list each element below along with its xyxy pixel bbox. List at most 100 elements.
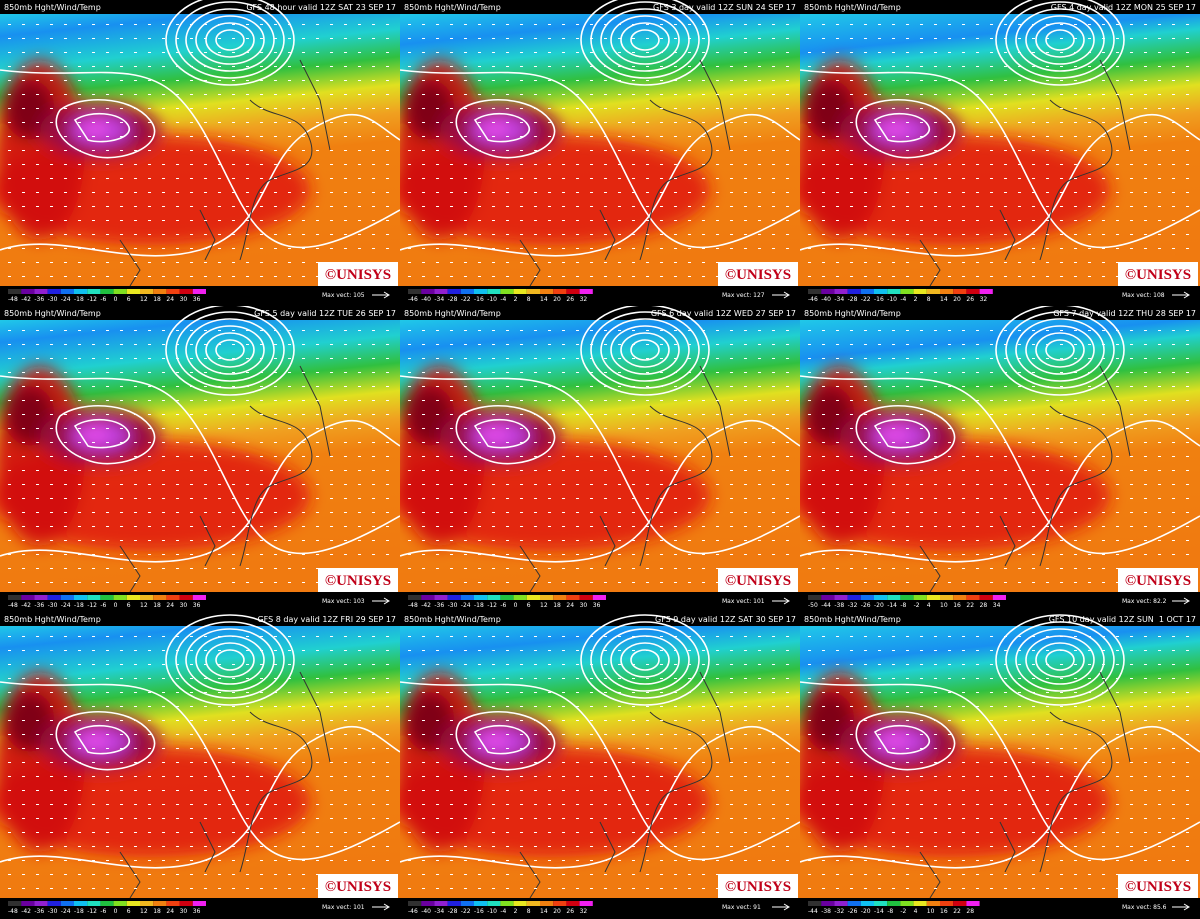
wind-arrow xyxy=(1088,526,1091,527)
wind-arrow xyxy=(1074,220,1077,221)
wind-arrow xyxy=(878,276,881,277)
wind-arrow xyxy=(478,262,481,263)
wind-arrow xyxy=(120,470,123,471)
wind-arrow xyxy=(548,790,551,791)
colorbar-label: 8 xyxy=(527,908,531,915)
wind-arrow xyxy=(288,108,291,109)
wind-arrow xyxy=(976,498,979,499)
wind-arrow xyxy=(64,692,67,693)
wind-arrow xyxy=(534,234,537,235)
wind-arrow xyxy=(506,24,509,25)
wind-arrow xyxy=(534,484,537,485)
wind-arrow xyxy=(478,80,481,81)
wind-arrow xyxy=(822,358,825,359)
wind-arrow xyxy=(190,498,193,499)
wind-arrow xyxy=(260,220,263,221)
wind-arrow xyxy=(50,52,53,53)
wind-arrow xyxy=(120,874,123,875)
wind-arrow xyxy=(260,400,263,401)
wind-arrow xyxy=(190,38,193,39)
wind-arrow xyxy=(134,262,137,263)
wind-arrow xyxy=(892,220,895,221)
wind-arrow xyxy=(330,234,333,235)
wind-arrow xyxy=(822,650,825,651)
wind-arrow xyxy=(618,526,621,527)
wind-arrow xyxy=(506,692,509,693)
wind-arrow xyxy=(590,568,593,569)
wind-arrow xyxy=(422,330,425,331)
wind-arrow xyxy=(1032,206,1035,207)
wind-arrow xyxy=(1018,372,1021,373)
wind-arrow xyxy=(344,164,347,165)
wind-arrow xyxy=(758,748,761,749)
wind-arrow xyxy=(134,888,137,889)
wind-arrow xyxy=(534,24,537,25)
wind-arrow xyxy=(408,164,411,165)
wind-arrow xyxy=(232,720,235,721)
wind-arrow xyxy=(246,720,249,721)
wind-arrow xyxy=(8,790,11,791)
wind-arrow xyxy=(288,38,291,39)
wind-arrow xyxy=(464,748,467,749)
wind-arrow xyxy=(772,358,775,359)
wind-arrow xyxy=(772,664,775,665)
wind-arrow xyxy=(36,94,39,95)
wind-arrow xyxy=(576,664,579,665)
wind-arrow xyxy=(134,734,137,735)
wind-arrow xyxy=(604,790,607,791)
wind-arrow xyxy=(520,206,523,207)
wind-arrow xyxy=(260,526,263,527)
wind-arrow xyxy=(162,498,165,499)
wind-arrow xyxy=(534,456,537,457)
wind-arrow xyxy=(246,456,249,457)
wind-arrow xyxy=(702,650,705,651)
wind-arrow xyxy=(1172,164,1175,165)
wind-arrow xyxy=(506,776,509,777)
wind-arrow xyxy=(8,220,11,221)
wind-arrow xyxy=(316,206,319,207)
wind-arrow xyxy=(218,846,221,847)
wind-arrow xyxy=(436,860,439,861)
colorbar-swatch xyxy=(60,289,74,294)
wind-arrow xyxy=(436,192,439,193)
wind-arrow xyxy=(386,832,389,833)
wind-arrow xyxy=(1102,344,1105,345)
wind-arrow xyxy=(976,80,979,81)
wind-arrow xyxy=(892,276,895,277)
wind-arrow xyxy=(358,164,361,165)
wind-arrow xyxy=(218,206,221,207)
wind-arrow xyxy=(1186,414,1189,415)
wind-arrow xyxy=(36,818,39,819)
map-area xyxy=(400,614,800,899)
wind-arrow xyxy=(288,498,291,499)
wind-arrow xyxy=(1116,650,1119,651)
wind-arrow xyxy=(786,122,789,123)
wind-arrow xyxy=(618,762,621,763)
wind-arrow xyxy=(1130,554,1133,555)
wind-arrow xyxy=(422,498,425,499)
contour xyxy=(1035,22,1085,58)
wind-arrow xyxy=(204,860,207,861)
wind-arrow xyxy=(232,150,235,151)
colorbar-swatch xyxy=(474,901,488,906)
wind-arrow xyxy=(176,526,179,527)
wind-arrow xyxy=(50,734,53,735)
wind-arrow xyxy=(1032,400,1035,401)
wind-arrow xyxy=(64,206,67,207)
wind-arrow xyxy=(850,414,853,415)
plateau-cold xyxy=(881,733,909,747)
wind-arrow xyxy=(106,888,109,889)
wind-arrow xyxy=(78,720,81,721)
wind-arrow xyxy=(422,262,425,263)
wind-arrow xyxy=(120,832,123,833)
wind-arrow xyxy=(1004,358,1007,359)
wind-arrow xyxy=(906,150,909,151)
wind-arrow xyxy=(478,150,481,151)
colorbar-swatch xyxy=(8,289,22,294)
wind-arrow xyxy=(64,734,67,735)
colorbar-swatch xyxy=(153,289,167,294)
wind-arrow xyxy=(78,818,81,819)
wind-arrow xyxy=(772,150,775,151)
wind-arrow xyxy=(1088,554,1091,555)
wind-arrow xyxy=(744,636,747,637)
